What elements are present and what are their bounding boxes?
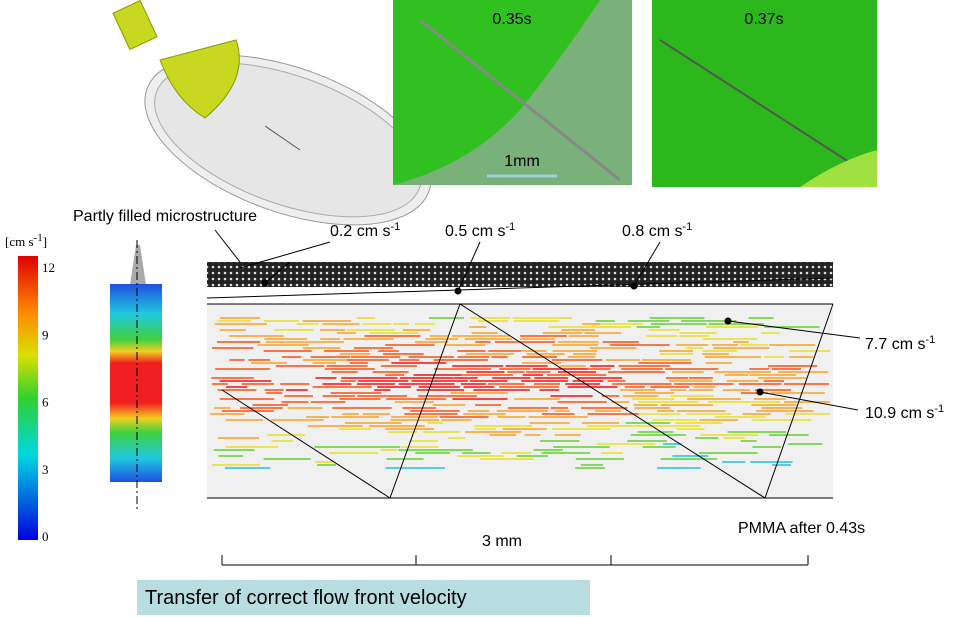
- scale-label: 1mm: [504, 153, 540, 170]
- velocity-label: 7.7 cm s-1: [865, 334, 935, 353]
- channel: [207, 304, 833, 498]
- annotation: Partly filled microstructure: [73, 208, 257, 225]
- velocity-label: 10.9 cm s-1: [865, 403, 944, 422]
- colorbar-tick-label: 6: [42, 395, 49, 410]
- velocity-text: 0.8 cm s: [622, 223, 682, 240]
- time-label: 0.35s: [492, 11, 531, 28]
- velocity-text: 0.2 cm s: [330, 223, 390, 240]
- velocity-label: 0.8 cm s-1: [622, 221, 692, 240]
- tip: [130, 245, 146, 285]
- velocity-sup: -1: [925, 334, 935, 346]
- footer: Transfer of correct flow front velocity: [145, 587, 467, 609]
- colorbar-tick-label: 12: [42, 260, 55, 275]
- colorbar-tick-label: 3: [42, 462, 49, 477]
- time-label: 0.37s: [744, 11, 783, 28]
- scale-bar: [222, 555, 808, 565]
- velocity-sup: -1: [682, 221, 692, 233]
- velocity-label: 0.5 cm s-1: [445, 221, 515, 240]
- unit-end: ]: [43, 234, 47, 249]
- sim-frame: 0.35s 1mm: [393, 0, 632, 185]
- velocity-sup: -1: [505, 221, 515, 233]
- scale-label: 3 mm: [482, 533, 522, 550]
- velocity-sup: -1: [390, 221, 400, 233]
- velocity-label: 0.2 cm s-1: [330, 221, 400, 240]
- sim-frame: 0.37s: [652, 0, 877, 187]
- colorbar-unit: [cm s-1]: [5, 232, 47, 249]
- colorbar-ticks: 12 9 6 3 0: [42, 260, 55, 544]
- caption: PMMA after 0.43s: [738, 520, 865, 537]
- velocity-column: [110, 284, 162, 482]
- colorbar: [18, 256, 38, 540]
- unit: [cm s: [5, 234, 34, 249]
- velocity-sup: -1: [934, 403, 944, 415]
- colorbar-tick-label: 0: [42, 529, 49, 544]
- figure: 0.35s 1mm 0.37s [cm s-1] 129630 Partly f…: [0, 0, 971, 617]
- microstructure: [207, 262, 833, 287]
- velocity-text: 7.7 cm s: [865, 336, 925, 353]
- velocity-text: 10.9 cm s: [865, 405, 934, 422]
- unit-sup: -1: [34, 232, 43, 244]
- colorbar-tick-label: 9: [42, 327, 49, 342]
- velocity-text: 0.5 cm s: [445, 223, 505, 240]
